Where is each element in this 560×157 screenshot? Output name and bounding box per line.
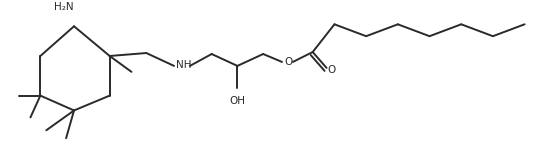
Text: O: O (328, 65, 335, 75)
Text: NH: NH (176, 60, 192, 70)
Text: OH: OH (230, 96, 245, 106)
Text: H₂N: H₂N (54, 2, 74, 12)
Text: O: O (285, 57, 293, 67)
